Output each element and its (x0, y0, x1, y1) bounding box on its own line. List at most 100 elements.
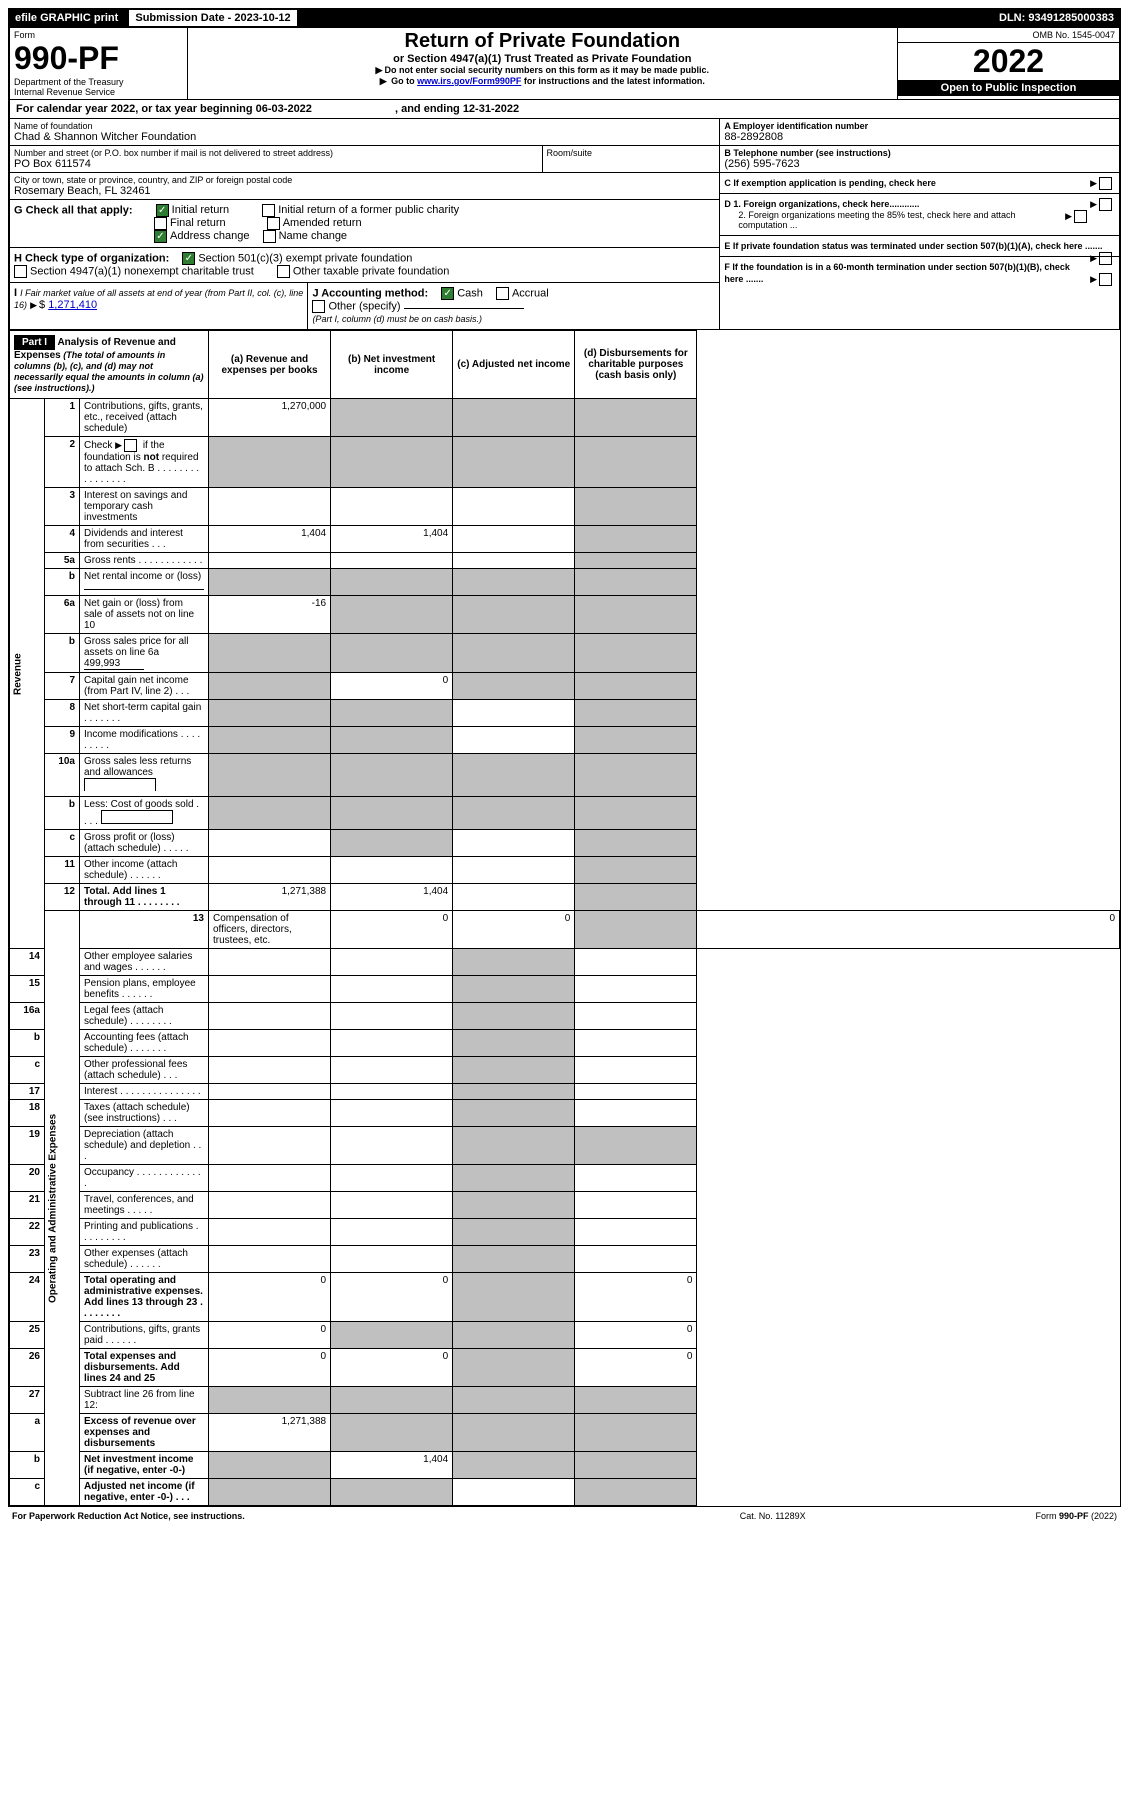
ein-label: A Employer identification number (724, 121, 1115, 131)
checkbox-name-change[interactable] (263, 230, 276, 243)
opt-name-change: Name change (279, 230, 348, 242)
irs-label: Internal Revenue Service (14, 87, 183, 97)
line-6b: Gross sales price for all assets on line… (80, 634, 209, 673)
opt-amended: Amended return (283, 217, 362, 229)
checkbox-f[interactable] (1099, 273, 1112, 286)
room-label: Room/suite (547, 148, 716, 158)
tel-value: (256) 595-7623 (724, 158, 1115, 170)
form-footer: Form 990-PF (2022) (874, 1509, 1121, 1523)
checkbox-initial-former[interactable] (262, 204, 275, 217)
dept-label: Department of the Treasury (14, 77, 183, 87)
opt-final: Final return (170, 217, 226, 229)
line-17: Interest . . . . . . . . . . . . . . . (80, 1084, 209, 1100)
j-note: (Part I, column (d) must be on cash basi… (312, 314, 482, 324)
checkbox-final[interactable] (154, 217, 167, 230)
irs-link[interactable]: www.irs.gov/Form990PF (417, 76, 521, 86)
tax-year: 2022 (898, 43, 1119, 80)
line-1: Contributions, gifts, grants, etc., rece… (80, 399, 209, 437)
l24-d: 0 (575, 1273, 697, 1322)
l6b-val: 499,993 (84, 658, 144, 670)
checkbox-cash[interactable]: ✓ (441, 287, 454, 300)
checkbox-e[interactable] (1099, 252, 1112, 265)
open-public: Open to Public Inspection (898, 80, 1119, 96)
form-title: Return of Private Foundation (192, 30, 893, 53)
line-8: Net short-term capital gain . . . . . . … (80, 700, 209, 727)
cat-no: Cat. No. 11289X (671, 1509, 874, 1523)
fmv-value[interactable]: 1,271,410 (48, 299, 97, 311)
checkbox-other-method[interactable] (312, 300, 325, 313)
opt-501c3: Section 501(c)(3) exempt private foundat… (198, 252, 412, 264)
l12-b: 1,404 (331, 884, 453, 911)
checkbox-501c3[interactable]: ✓ (182, 252, 195, 265)
opt-accrual: Accrual (512, 287, 549, 299)
goto-post: for instructions and the latest informat… (521, 76, 705, 86)
line-9: Income modifications . . . . . . . . . (80, 727, 209, 754)
city-label: City or town, state or province, country… (14, 175, 715, 185)
line-14: Other employee salaries and wages . . . … (80, 949, 209, 976)
j-label: J Accounting method: (312, 287, 428, 299)
checkbox-d1[interactable] (1099, 198, 1112, 211)
l27a-a: 1,271,388 (209, 1414, 331, 1452)
l27b-b: 1,404 (331, 1452, 453, 1479)
line-11: Other income (attach schedule) . . . . .… (80, 857, 209, 884)
checkbox-schb[interactable] (124, 439, 137, 452)
line-10b: Less: Cost of goods sold . . . . (80, 797, 209, 830)
part1-label: Part I (14, 335, 55, 350)
col-c-header: (c) Adjusted net income (453, 331, 575, 399)
line-25: Contributions, gifts, grants paid . . . … (80, 1322, 209, 1349)
checkbox-accrual[interactable] (496, 287, 509, 300)
line-24: Total operating and administrative expen… (80, 1273, 209, 1322)
l13-a: 0 (331, 911, 453, 949)
opt-initial: Initial return (172, 204, 229, 216)
line-5b: Net rental income or (loss) (80, 569, 209, 596)
l26-d: 0 (575, 1349, 697, 1387)
line-5a: Gross rents . . . . . . . . . . . . (80, 553, 209, 569)
col-d-header: (d) Disbursements for charitable purpose… (575, 331, 697, 399)
dln: DLN: 93491285000383 (999, 12, 1114, 24)
checkbox-addr-change[interactable]: ✓ (154, 230, 167, 243)
col-a-header: (a) Revenue and expenses per books (209, 331, 331, 399)
d1-label: D 1. Foreign organizations, check here..… (724, 199, 919, 209)
note-goto: Go to www.irs.gov/Form990PF for instruct… (192, 76, 893, 87)
cal-end: , and ending 12-31-2022 (395, 103, 519, 115)
goto-pre: Go to (391, 76, 417, 86)
checkbox-4947[interactable] (14, 265, 27, 278)
l25-a: 0 (209, 1322, 331, 1349)
line-27a: Excess of revenue over expenses and disb… (80, 1414, 209, 1452)
h-label: H Check type of organization: (14, 252, 169, 264)
d2-label: 2. Foreign organizations meeting the 85%… (738, 210, 1031, 230)
line-2: Check if the foundation is not required … (80, 437, 209, 488)
line-16c: Other professional fees (attach schedule… (80, 1057, 209, 1084)
checkbox-d2[interactable] (1074, 210, 1087, 223)
opt-addr-change: Address change (170, 230, 250, 242)
f-label: F If the foundation is in a 60-month ter… (724, 262, 1070, 284)
line-20: Occupancy . . . . . . . . . . . . . (80, 1165, 209, 1192)
checkbox-other-tax[interactable] (277, 265, 290, 278)
l24-a: 0 (209, 1273, 331, 1322)
opt-other-method: Other (specify) (328, 300, 400, 312)
line-7: Capital gain net income (from Part IV, l… (80, 673, 209, 700)
opt-cash: Cash (457, 287, 483, 299)
revenue-side-label: Revenue (10, 399, 45, 949)
street-address: PO Box 611574 (14, 158, 538, 170)
form-label: Form (14, 30, 183, 40)
line-12: Total. Add lines 1 through 11 . . . . . … (80, 884, 209, 911)
cal-begin: For calendar year 2022, or tax year begi… (16, 103, 312, 115)
l7-b: 0 (331, 673, 453, 700)
opt-initial-former: Initial return of a former public charit… (278, 204, 459, 216)
checkbox-initial[interactable]: ✓ (156, 204, 169, 217)
checkbox-c[interactable] (1099, 177, 1112, 190)
line-4: Dividends and interest from securities .… (80, 526, 209, 553)
line-27c: Adjusted net income (if negative, enter … (80, 1479, 209, 1506)
line-16b: Accounting fees (attach schedule) . . . … (80, 1030, 209, 1057)
checkbox-amended[interactable] (267, 217, 280, 230)
efile-label[interactable]: efile GRAPHIC print (15, 12, 118, 24)
line-21: Travel, conferences, and meetings . . . … (80, 1192, 209, 1219)
l4-a: 1,404 (209, 526, 331, 553)
foundation-name: Chad & Shannon Witcher Foundation (14, 131, 715, 143)
form-subtitle: or Section 4947(a)(1) Trust Treated as P… (192, 53, 893, 65)
line-16a: Legal fees (attach schedule) . . . . . .… (80, 1003, 209, 1030)
addr-label: Number and street (or P.O. box number if… (14, 148, 538, 158)
line-13: Compensation of officers, directors, tru… (209, 911, 331, 949)
line-3: Interest on savings and temporary cash i… (80, 488, 209, 526)
